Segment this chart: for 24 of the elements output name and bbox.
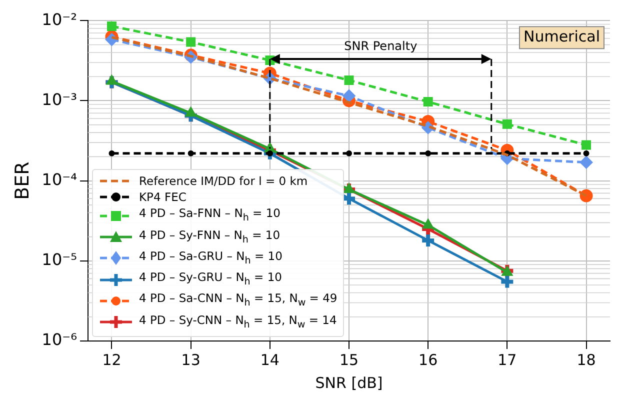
x-tick-label: 15 <box>339 350 359 369</box>
x-tick-label: 16 <box>418 350 438 369</box>
legend-label: Reference IM/DD for l = 0 km <box>139 173 308 190</box>
y-tick-label: 10⁻⁵ <box>42 250 78 270</box>
x-tick-label: 12 <box>102 350 122 369</box>
legend-label: 4 PD – Sy-FNN – N$_{h}$ = 10 <box>139 226 280 247</box>
legend-label: 4 PD – Sy-GRU – N$_{h}$ = 10 <box>139 269 282 290</box>
y-tick-label: 10⁻³ <box>42 90 78 109</box>
legend-label: 4 PD – Sy-CNN – N$_{h}$ = 15, N$_{w}$ = 14 <box>139 312 337 332</box>
legend-label: KP4 FEC <box>139 189 186 206</box>
annotation: SNR Penalty <box>344 39 418 54</box>
y-tick-label: 10⁻⁶ <box>42 330 78 350</box>
y-tick-label: 10⁻² <box>42 10 78 29</box>
x-tick-label: 17 <box>498 350 517 369</box>
legend-label: 4 PD – Sa-FNN – N$_{h}$ = 10 <box>139 205 280 226</box>
x-tick-label: 13 <box>181 350 200 369</box>
x-axis-title: SNR [dB] <box>315 374 383 392</box>
x-tick-label: 14 <box>260 350 280 369</box>
legend-label: 4 PD – Sa-CNN – N$_{h}$ = 15, N$_{w}$ = 49 <box>139 290 338 311</box>
y-axis-title: BER <box>11 162 34 200</box>
annotation: Numerical <box>523 27 600 46</box>
y-tick-label: 10⁻⁴ <box>42 170 78 189</box>
legend-label: 4 PD – Sa-GRU – N$_{h}$ = 10 <box>139 248 282 268</box>
x-tick-label: 18 <box>576 350 596 369</box>
